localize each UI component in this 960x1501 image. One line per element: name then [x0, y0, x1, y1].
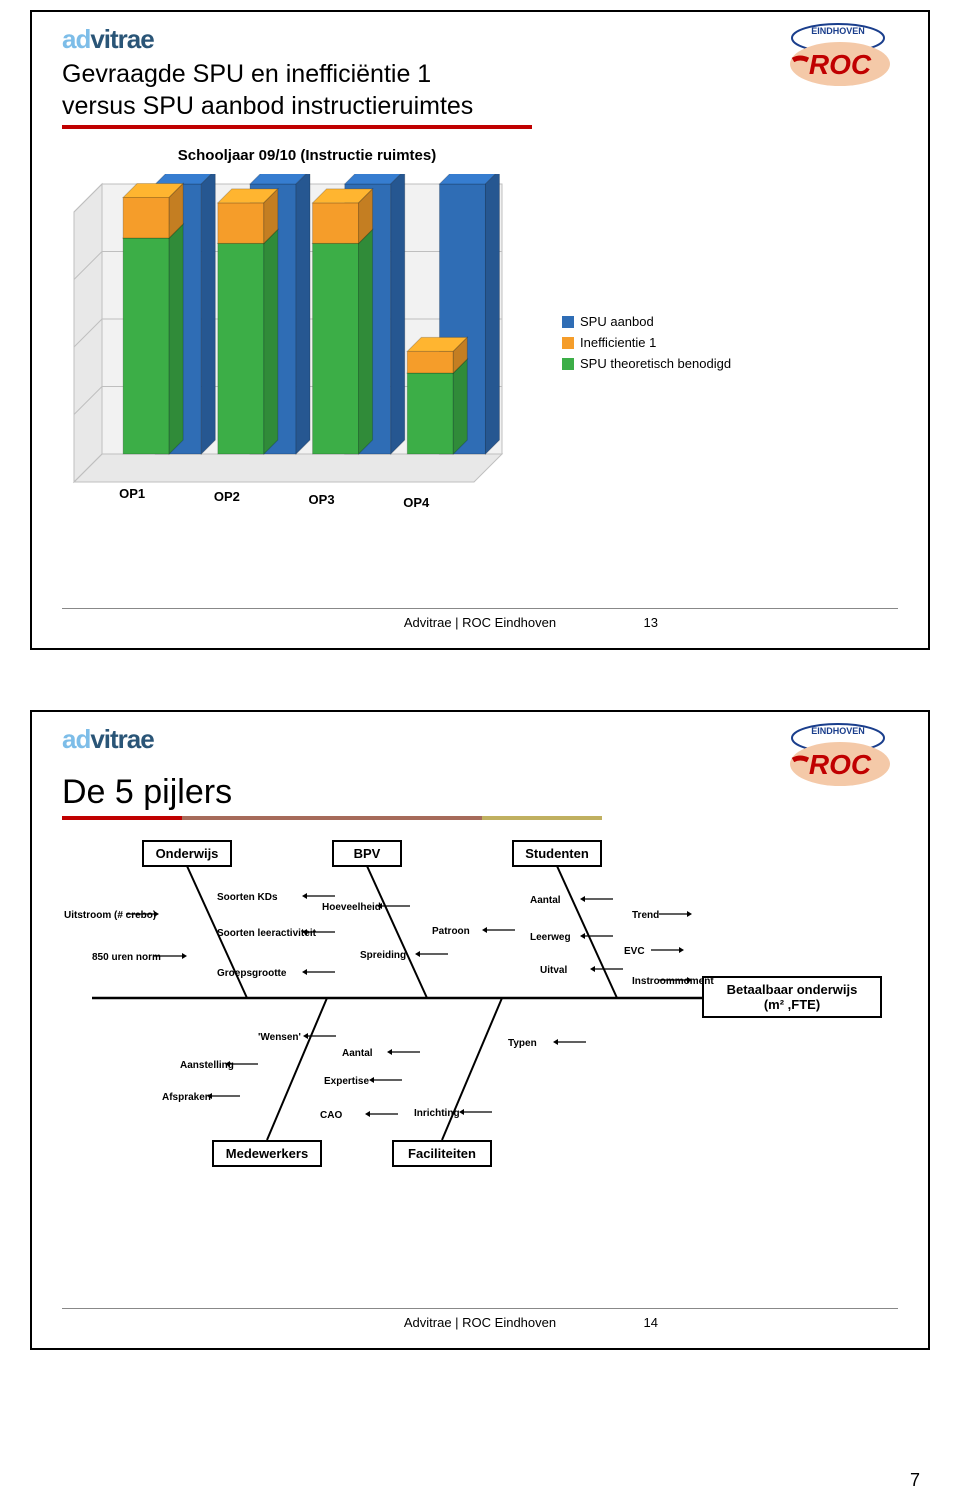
- fishbone-sublabel: Trend: [632, 910, 659, 921]
- roc-eindhoven-text: EINDHOVEN: [811, 26, 865, 36]
- legend-item: Inefficientie 1: [562, 335, 731, 350]
- svg-text:OP3: OP3: [309, 492, 335, 507]
- fishbone-sublabel: Uitval: [540, 965, 567, 976]
- fishbone-sublabel: Soorten leeractiviteit: [217, 928, 316, 939]
- fishbone-sublabel: Patroon: [432, 926, 470, 937]
- svg-text:ROC: ROC: [809, 749, 872, 780]
- logo-part2: vitrae: [90, 24, 153, 54]
- fishbone-sublabel: Aantal: [342, 1048, 373, 1059]
- footer-text-2: Advitrae | ROC Eindhoven: [404, 1315, 556, 1330]
- fishbone-sublabel: EVC: [624, 946, 645, 957]
- chart-legend: SPU aanbod Inefficientie 1 SPU theoretisch…: [562, 314, 731, 377]
- fishbone-sublabel: Instroommoment: [632, 976, 714, 987]
- bar-chart-3d: OP1 OP2 OP3 OP4: [62, 174, 542, 524]
- legend-swatch: [562, 337, 574, 349]
- footer-text: Advitrae | ROC Eindhoven: [404, 615, 556, 630]
- logo-part1b: ad: [62, 724, 90, 754]
- svg-text:OP1: OP1: [119, 486, 145, 501]
- fishbone-box: Faciliteiten: [392, 1140, 492, 1167]
- fishbone-box: Medewerkers: [212, 1140, 322, 1167]
- slide1-pagenum: 13: [644, 615, 658, 630]
- fishbone-sublabel: Inrichting: [414, 1108, 460, 1119]
- legend-swatch: [562, 358, 574, 370]
- chart-row: OP1OP2OP3OP4 SPU aanbodInefficientie 1SP…: [62, 174, 898, 524]
- roc-text: ROC: [809, 49, 872, 80]
- fishbone-sublabel: Expertise: [324, 1076, 369, 1087]
- svg-text:OP4: OP4: [403, 495, 430, 510]
- slide2-pagenum: 14: [644, 1315, 658, 1330]
- result-line1: Betaalbaar onderwijs: [712, 982, 872, 997]
- roc-logo: EINDHOVEN ROC: [768, 20, 898, 88]
- svg-text:EINDHOVEN: EINDHOVEN: [811, 726, 865, 736]
- result-line2: (m² ,FTE): [712, 997, 872, 1012]
- legend-label: SPU aanbod: [580, 314, 654, 329]
- slide1-footer: Advitrae | ROC Eindhoven 13: [62, 608, 898, 630]
- fishbone-sublabel: Afspraken: [162, 1092, 211, 1103]
- legend-swatch: [562, 316, 574, 328]
- legend-item: SPU aanbod: [562, 314, 731, 329]
- legend-label: SPU theoretisch benodigd: [580, 356, 731, 371]
- fishbone-box: BPV: [332, 840, 402, 867]
- fishbone-sublabel: Hoeveelheid: [322, 902, 381, 913]
- title-underline-2: [62, 816, 602, 820]
- fishbone-sublabel: Groepsgrootte: [217, 968, 286, 979]
- fishbone-sublabel: Aanstelling: [180, 1060, 234, 1071]
- fishbone-diagram: Onderwijs BPV Studenten Medewerkers Facilite…: [62, 830, 902, 1260]
- fishbone-sublabel: CAO: [320, 1110, 342, 1121]
- slide-1: advitrae Gevraagde SPU en inefficiëntie …: [30, 10, 930, 650]
- fishbone-sublabel: Soorten KDs: [217, 892, 278, 903]
- svg-text:OP2: OP2: [214, 489, 240, 504]
- fishbone-sublabel: 850 uren norm: [92, 952, 161, 963]
- slide2-footer: Advitrae | ROC Eindhoven 14: [62, 1308, 898, 1330]
- fishbone-sublabel: Uitstroom (# crebo): [64, 910, 156, 921]
- fishbone-sublabel: Aantal: [530, 895, 561, 906]
- fishbone-sublabel: 'Wensen': [258, 1032, 301, 1043]
- logo-part2b: vitrae: [90, 724, 153, 754]
- chart-subtitle: Schooljaar 09/10 (Instructie ruimtes): [82, 147, 532, 164]
- fishbone-box: Onderwijs: [142, 840, 232, 867]
- title-underline: [62, 125, 532, 129]
- slide-2: advitrae De 5 pijlers EINDHOVEN ROC Onde…: [30, 710, 930, 1350]
- slide1-title-line2: versus SPU aanbod instructieruimtes: [62, 91, 898, 121]
- fishbone-box: Studenten: [512, 840, 602, 867]
- fishbone-result-box: Betaalbaar onderwijs(m² ,FTE): [702, 976, 882, 1018]
- document-page-number: 7: [910, 1470, 920, 1491]
- legend-label: Inefficientie 1: [580, 335, 656, 350]
- fishbone-sublabel: Spreiding: [360, 950, 406, 961]
- fishbone-sublabel: Typen: [508, 1038, 537, 1049]
- legend-item: SPU theoretisch benodigd: [562, 356, 731, 371]
- logo-part1: ad: [62, 24, 90, 54]
- roc-logo-2: EINDHOVEN ROC: [768, 720, 898, 788]
- fishbone-sublabel: Leerweg: [530, 932, 571, 943]
